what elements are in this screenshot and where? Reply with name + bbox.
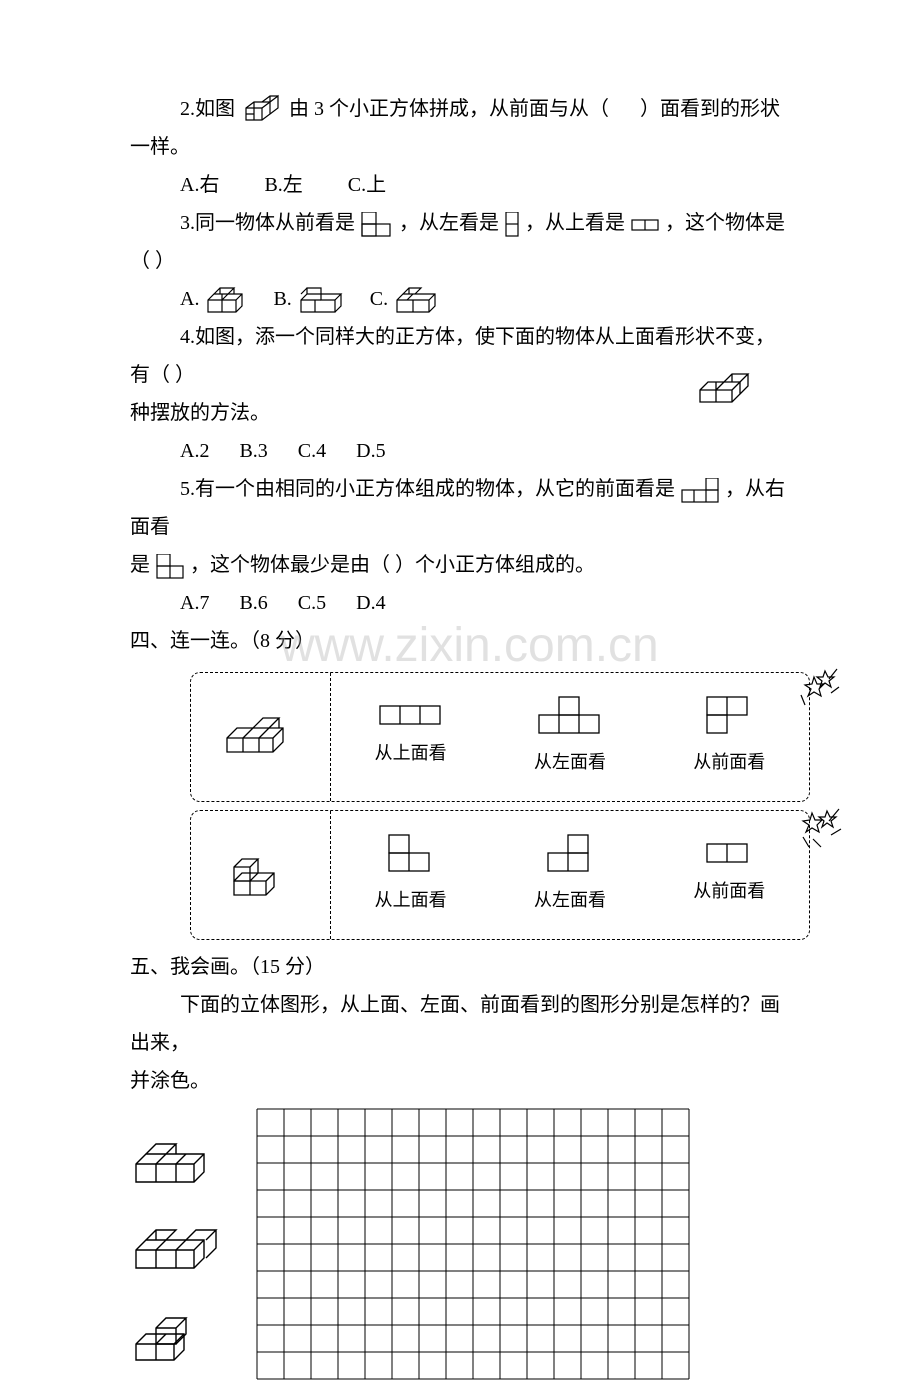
sec5-p2: 并涂色。 — [130, 1062, 790, 1100]
box1-label-2: 从左面看 — [534, 745, 606, 779]
q5-options: A.7 B.6 C.5 D.4 — [180, 584, 790, 622]
view-2c-icon — [705, 842, 753, 864]
dash-box-2: 从上面看 从左面看 从前面看 — [190, 810, 810, 940]
q3-mid2: ，从上看是 — [525, 212, 625, 234]
cube-opt-b-icon — [297, 286, 345, 316]
box1-item-3: 从前面看 — [654, 695, 804, 779]
q5-opt-b: B.6 — [239, 592, 267, 614]
q2-opt-b: B.左 — [264, 174, 302, 196]
q5-l2: 是 ，这个物体最少是由（ ）个小正方体组成的。 — [130, 546, 790, 584]
q5-pre: 5.有一个由相同的小正方体组成的物体，从它的前面看是 — [180, 478, 675, 500]
box1-label-1: 从上面看 — [375, 736, 447, 770]
q4-opt-d: D.5 — [356, 440, 385, 462]
sec5-p1: 下面的立体图形，从上面、左面、前面看到的图形分别是怎样的？画出来， — [130, 986, 790, 1062]
q3-pre: 3.同一物体从前看是 — [180, 212, 355, 234]
q5-front-icon — [680, 478, 720, 504]
sec5-body — [130, 1108, 790, 1380]
section4-container: 从上面看 从左面看 从前面看 从上面看 从左面看 — [130, 672, 790, 940]
q2-mid: 由 3 个小正方体拼成，从前面与从（ — [289, 98, 609, 120]
cube-3d-icon — [240, 92, 284, 128]
sec5-solid-2-icon — [130, 1222, 220, 1276]
box1-item-1: 从上面看 — [336, 704, 486, 770]
q5-opt-a: A.7 — [180, 592, 209, 614]
box2-label-2: 从左面看 — [534, 883, 606, 917]
view-1a-icon — [378, 704, 444, 726]
cube-opt-c-icon — [393, 286, 441, 316]
sec4-title: 四、连一连。（8 分） — [130, 622, 790, 660]
sec5-solid-1-icon — [130, 1136, 220, 1190]
view-1c-icon — [705, 695, 753, 735]
view-2b-icon — [546, 833, 594, 873]
dash-box-1-targets: 从上面看 从左面看 从前面看 — [331, 673, 809, 801]
q2-opt-c: C.上 — [348, 174, 386, 196]
sec5-solids-column — [130, 1108, 220, 1380]
q5-opt-d: D.4 — [356, 592, 385, 614]
q3-opt-c: C. — [370, 288, 388, 310]
solid-1-icon — [221, 712, 301, 762]
view-2a-icon — [387, 833, 435, 873]
box2-item-1: 从上面看 — [336, 833, 486, 917]
q3-line: 3.同一物体从前看是 ，从左看是 ，从上看是 ，这个物体是（ ） — [130, 204, 790, 280]
sec5-title: 五、我会画。（15 分） — [130, 948, 790, 986]
box1-item-2: 从左面看 — [495, 695, 645, 779]
q4-figure-icon — [696, 364, 760, 406]
q5-l2a: 是 — [130, 554, 150, 576]
q3-options: A. B. C. — [180, 280, 790, 318]
q5-l2b: ，这个物体最少是由（ ）个小正方体组成的。 — [190, 554, 595, 576]
grid-vert-icon — [504, 212, 520, 238]
q2-opt-a: A.右 — [180, 174, 219, 196]
q5-opt-c: C.5 — [298, 592, 326, 614]
grid-horiz-icon — [630, 218, 660, 232]
q3-opt-b: B. — [273, 288, 291, 310]
star-sticker-1-icon — [799, 665, 845, 711]
q4-l2: 种摆放的方法。 — [130, 394, 790, 432]
q4-opt-b: B.3 — [239, 440, 267, 462]
box2-item-3: 从前面看 — [654, 842, 804, 908]
sec5-solid-3-icon — [130, 1308, 210, 1368]
answer-grid — [256, 1108, 690, 1380]
dash-box-1-source — [191, 673, 331, 801]
box2-label-1: 从上面看 — [375, 883, 447, 917]
q2-line: 2.如图 由 3 个小正方体拼成，从前面与从（ ）面看到的形状一样。 — [130, 90, 790, 166]
q2-pre: 2.如图 — [180, 98, 235, 120]
grid-2x1top-icon — [360, 212, 394, 238]
q2-options: A.右 B.左 C.上 — [180, 166, 790, 204]
q3-opt-a: A. — [180, 288, 199, 310]
solid-2-icon — [226, 845, 296, 905]
star-sticker-2-icon — [799, 803, 845, 849]
q5-l1: 5.有一个由相同的小正方体组成的物体，从它的前面看是 ，从右面看 — [130, 470, 790, 546]
cube-opt-a-icon — [204, 286, 248, 316]
q5-right-icon — [155, 554, 185, 580]
box2-item-2: 从左面看 — [495, 833, 645, 917]
dash-box-2-targets: 从上面看 从左面看 从前面看 — [331, 811, 809, 939]
q4-opt-c: C.4 — [298, 440, 326, 462]
box2-label-3: 从前面看 — [693, 874, 765, 908]
dash-box-2-source — [191, 811, 331, 939]
q4-options: A.2 B.3 C.4 D.5 — [180, 432, 790, 470]
dash-box-1: 从上面看 从左面看 从前面看 — [190, 672, 810, 802]
view-1b-icon — [537, 695, 603, 735]
q3-mid1: ，从左看是 — [399, 212, 499, 234]
box1-label-3: 从前面看 — [693, 745, 765, 779]
q4-l1: 4.如图，添一个同样大的正方体，使下面的物体从上面看形状不变，有（ ） — [130, 318, 790, 394]
q4-opt-a: A.2 — [180, 440, 209, 462]
